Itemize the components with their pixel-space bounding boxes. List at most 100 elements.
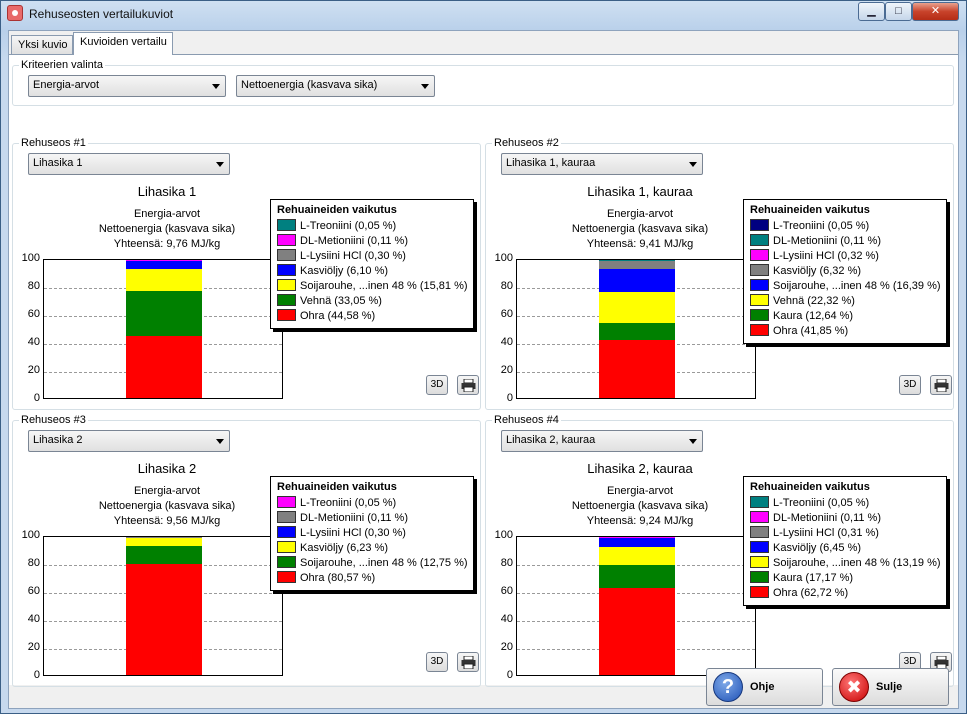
legend-label: Soijarouhe, ...inen 48 % (13,19 %) — [773, 557, 941, 569]
client-area: Yksi kuvio Kuvioiden vertailu Kriteerien… — [8, 30, 959, 709]
legend-item: DL-Metioniini (0,11 %) — [277, 511, 467, 526]
bar-segment — [126, 290, 202, 337]
legend-swatch — [277, 264, 296, 276]
mix-select[interactable]: Lihasika 2, kauraa — [501, 430, 703, 452]
legend: Rehuaineiden vaikutus L-Treoniini (0,05 %… — [743, 476, 947, 606]
y-tick-label: 40 — [500, 336, 513, 348]
criteria-select-2[interactable]: Nettoenergia (kasvava sika) — [236, 75, 435, 97]
legend-swatch — [750, 264, 769, 276]
legend-swatch — [750, 294, 769, 306]
legend-swatch — [750, 511, 769, 523]
chevron-down-icon — [212, 84, 220, 89]
maximize-button[interactable]: □ — [885, 2, 912, 21]
mix-select-value: Lihasika 2 — [33, 434, 83, 446]
chart-total: Yhteensä: 9,56 MJ/kg — [113, 515, 221, 527]
legend-label: Soijarouhe, ...inen 48 % (12,75 %) — [300, 557, 468, 569]
y-tick-label: 40 — [500, 613, 513, 625]
legend-item: Vehnä (22,32 %) — [750, 294, 940, 309]
y-tick-label: 60 — [500, 585, 513, 597]
legend-swatch — [277, 541, 296, 553]
help-button[interactable]: ? Ohje — [706, 668, 823, 706]
bar-segment — [126, 269, 202, 291]
mix-select[interactable]: Lihasika 1 — [28, 153, 230, 175]
criteria-select-1[interactable]: Energia-arvot — [28, 75, 226, 97]
tab-yksi-kuvio[interactable]: Yksi kuvio — [11, 35, 73, 55]
y-tick-label: 60 — [27, 585, 40, 597]
legend-swatch — [750, 541, 769, 553]
app-icon — [7, 5, 23, 21]
mix-select-value: Lihasika 1 — [33, 157, 83, 169]
minimize-button[interactable]: ▁ — [858, 2, 885, 21]
legend-item: DL-Metioniini (0,11 %) — [750, 234, 940, 249]
3d-button[interactable]: 3D — [899, 375, 921, 395]
legend-swatch — [750, 309, 769, 321]
legend-label: DL-Metioniini (0,11 %) — [300, 235, 409, 247]
chart-title: Lihasika 2 — [137, 461, 197, 476]
help-button-label: Ohje — [750, 681, 775, 693]
legend-item: L-Lysiini HCl (0,30 %) — [277, 249, 467, 264]
print-button[interactable] — [930, 375, 952, 395]
bar-segment — [126, 260, 202, 270]
chart-total: Yhteensä: 9,76 MJ/kg — [113, 238, 221, 250]
3d-button[interactable]: 3D — [426, 652, 448, 672]
y-tick-label: 20 — [500, 641, 513, 653]
y-tick-label: 20 — [500, 364, 513, 376]
window-close-button[interactable]: ✕ — [912, 2, 959, 21]
mix-select[interactable]: Lihasika 1, kauraa — [501, 153, 703, 175]
legend-swatch — [750, 496, 769, 508]
close-button[interactable]: ✖ Sulje — [832, 668, 949, 706]
mix-group: Rehuseos #2 — [485, 137, 954, 410]
print-button[interactable] — [457, 375, 479, 395]
legend-swatch — [277, 234, 296, 246]
legend-item: Soijarouhe, ...inen 48 % (12,75 %) — [277, 556, 468, 571]
legend-swatch — [277, 556, 296, 568]
mix-group-label: Rehuseos #3 — [21, 414, 86, 426]
bar-segment — [599, 322, 675, 341]
stacked-bar-plot — [43, 259, 283, 399]
tab-kuvioiden-vertailu[interactable]: Kuvioiden vertailu — [73, 32, 173, 55]
legend-item: Ohra (62,72 %) — [750, 586, 940, 601]
legend-swatch — [277, 571, 296, 583]
criteria-label: Kriteerien valinta — [21, 59, 103, 71]
legend-item: L-Lysiini HCl (0,30 %) — [277, 526, 467, 541]
print-button[interactable] — [930, 652, 952, 672]
help-icon: ? — [713, 672, 743, 702]
y-tick-label: 100 — [494, 252, 513, 264]
mix-select[interactable]: Lihasika 2 — [28, 430, 230, 452]
legend-item: L-Lysiini HCl (0,31 %) — [750, 526, 940, 541]
chevron-down-icon — [216, 162, 224, 167]
3d-button[interactable]: 3D — [426, 375, 448, 395]
print-button[interactable] — [457, 652, 479, 672]
y-tick-label: 20 — [27, 641, 40, 653]
legend-item: L-Treoniini (0,05 %) — [277, 496, 467, 511]
legend-item: L-Lysiini HCl (0,32 %) — [750, 249, 940, 264]
legend: Rehuaineiden vaikutus L-Treoniini (0,05 %… — [743, 199, 947, 344]
legend-label: Kasviöljy (6,23 %) — [300, 542, 389, 554]
legend-swatch — [277, 309, 296, 321]
y-tick-label: 0 — [33, 669, 40, 681]
y-tick-label: 40 — [27, 336, 40, 348]
legend-label: DL-Metioniini (0,11 %) — [773, 512, 882, 524]
legend-swatch — [750, 556, 769, 568]
legend-swatch — [750, 249, 769, 261]
legend-label: L-Treoniini (0,05 %) — [300, 497, 397, 509]
legend-label: L-Lysiini HCl (0,30 %) — [300, 250, 406, 262]
y-tick-label: 0 — [506, 669, 513, 681]
y-tick-label: 80 — [27, 280, 40, 292]
bar-segment — [599, 269, 675, 293]
chart-total: Yhteensä: 9,41 MJ/kg — [586, 238, 694, 250]
y-tick-label: 100 — [494, 529, 513, 541]
legend-swatch — [277, 511, 296, 523]
legend-item: Kaura (17,17 %) — [750, 571, 940, 586]
stacked-bar — [126, 537, 202, 675]
bar-segment — [126, 537, 202, 547]
legend-item: Kasviöljy (6,45 %) — [750, 541, 940, 556]
legend-title: Rehuaineiden vaikutus — [750, 481, 870, 493]
legend-item: Soijarouhe, ...inen 48 % (15,81 %) — [277, 279, 468, 294]
title-bar[interactable]: Rehuseosten vertailukuviot ▁ □ ✕ — [1, 1, 966, 27]
legend-swatch — [750, 219, 769, 231]
y-tick-label: 60 — [27, 308, 40, 320]
chart-title: Lihasika 1 — [137, 184, 197, 199]
legend-swatch — [750, 279, 769, 291]
